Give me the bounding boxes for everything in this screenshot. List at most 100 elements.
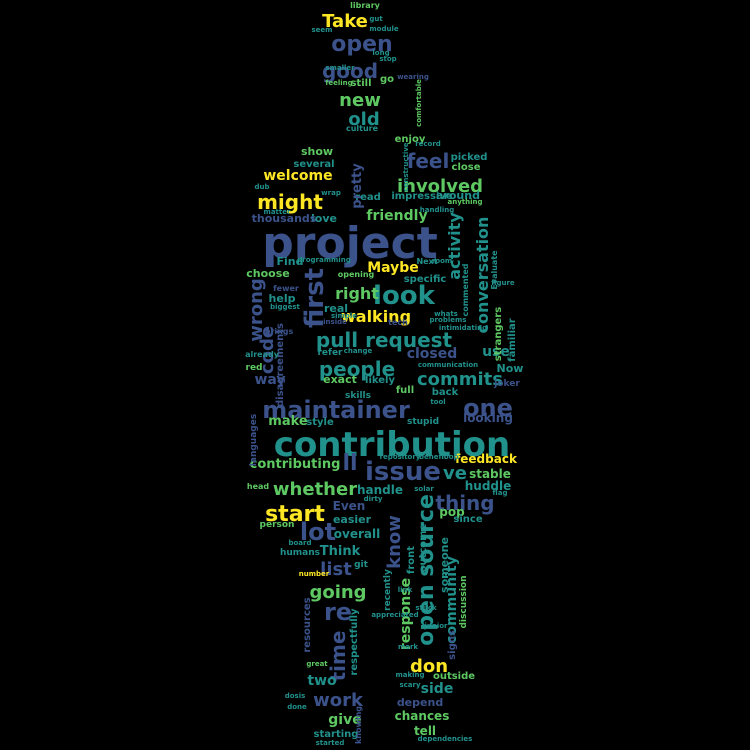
cloud-word: Now: [497, 362, 524, 375]
cloud-word: refer: [317, 348, 343, 358]
cloud-word: solar: [414, 485, 434, 493]
cloud-word: seem: [312, 26, 333, 34]
cloud-word: started: [316, 739, 345, 747]
cloud-word: side: [421, 681, 454, 697]
cloud-word: one: [463, 394, 513, 422]
cloud-word: benefit: [419, 453, 448, 461]
cloud-word: commented: [461, 263, 470, 316]
cloud-word: good: [322, 59, 378, 83]
cloud-word: loop: [441, 453, 458, 461]
cloud-word: joker: [493, 379, 520, 389]
cloud-word: handle: [357, 483, 403, 497]
cloud-word: disagreements: [275, 323, 286, 407]
cloud-word: know: [384, 515, 405, 569]
cloud-word: culture: [346, 124, 379, 133]
cloud-word: Next: [416, 257, 437, 266]
cloud-word: contribution: [274, 425, 510, 465]
cloud-word: conversation: [473, 217, 492, 334]
cloud-word: feel: [407, 149, 450, 173]
cloud-word: since: [453, 514, 482, 525]
cloud-word: link: [398, 586, 413, 594]
cloud-word: anything: [448, 198, 483, 206]
cloud-word: change: [344, 347, 373, 355]
cloud-word: going: [309, 582, 366, 603]
cloud-word: make: [268, 414, 308, 429]
cloud-word: problems: [430, 316, 467, 324]
cloud-word: wearing: [397, 73, 429, 81]
cloud-word: smaller: [325, 64, 355, 72]
cloud-word: pretty: [350, 163, 365, 209]
cloud-word: thousands: [252, 212, 317, 225]
cloud-word: activity: [445, 212, 464, 280]
cloud-word: feedback: [455, 452, 518, 466]
cloud-word: full: [396, 385, 414, 396]
cloud-word: discussion: [459, 575, 469, 628]
cloud-word: back: [432, 387, 459, 398]
cloud-word: pull request: [316, 328, 453, 352]
cloud-word: inside: [323, 318, 347, 326]
cloud-word: way: [254, 372, 285, 388]
cloud-word: chances: [395, 709, 450, 723]
cloud-word: intimidating: [439, 324, 487, 332]
cloud-word: module: [369, 25, 398, 33]
cloud-word: give: [328, 712, 361, 728]
cloud-word: read: [355, 192, 381, 203]
cloud-word: tool: [430, 398, 445, 406]
cloud-word: time: [326, 631, 350, 682]
cloud-word: contributing: [250, 457, 341, 472]
cloud-word: don: [410, 656, 448, 677]
cloud-word: close: [452, 162, 481, 173]
cloud-word: open: [331, 32, 392, 57]
cloud-word: enjoy: [395, 134, 426, 145]
cloud-word: constructive: [402, 142, 410, 191]
cloud-word: simple: [331, 312, 357, 320]
cloud-word: maintainer: [262, 396, 410, 424]
cloud-word: stable: [469, 467, 511, 481]
cloud-word: work: [313, 690, 364, 711]
cloud-word: junior: [423, 622, 448, 630]
cloud-word: choose: [246, 267, 289, 280]
cloud-word: re: [324, 598, 352, 626]
cloud-word: ve: [443, 463, 467, 484]
cloud-word: Even: [333, 499, 366, 513]
cloud-word: old: [348, 109, 379, 130]
cloud-word: recently: [383, 569, 393, 611]
cloud-word: tell: [414, 724, 436, 738]
cloud-word: knowing: [354, 706, 363, 744]
cloud-word: room: [432, 257, 452, 265]
cloud-word: welcome: [263, 168, 332, 184]
cloud-word: long: [372, 49, 389, 57]
cloud-word: impressive: [391, 191, 453, 202]
cloud-word: making: [395, 671, 424, 679]
cloud-word: done: [287, 703, 307, 711]
cloud-word: library: [350, 1, 381, 10]
cloud-word: likely: [365, 375, 395, 386]
cloud-word: handling: [420, 206, 455, 214]
cloud-word: dub: [254, 183, 269, 191]
cloud-word: specific: [404, 274, 447, 285]
cloud-word: friendly: [366, 208, 427, 224]
cloud-word: whats: [434, 310, 458, 318]
cloud-word: familiar: [507, 318, 518, 362]
cloud-word: Evaluate: [490, 250, 499, 290]
cloud-word: easier: [333, 513, 372, 526]
cloud-word: stupid: [407, 417, 439, 427]
cloud-word: humans: [280, 548, 320, 558]
cloud-word: already: [245, 350, 280, 359]
cloud-word: dirty: [364, 495, 383, 503]
cloud-word: several: [293, 159, 334, 170]
cloud-word: person: [260, 520, 295, 530]
cloud-word: help: [269, 292, 296, 305]
cloud-word: depend: [397, 696, 443, 709]
cloud-word: issue: [365, 457, 441, 487]
cloud-word: people: [319, 357, 395, 381]
cloud-word: style: [306, 417, 334, 428]
cloud-word: list: [320, 559, 352, 580]
cloud-word: repository: [380, 453, 421, 461]
cloud-word: git: [354, 560, 369, 570]
cloud-word: around: [436, 189, 480, 202]
cloud-word: picked: [451, 152, 488, 163]
cloud-word: new: [339, 90, 381, 111]
